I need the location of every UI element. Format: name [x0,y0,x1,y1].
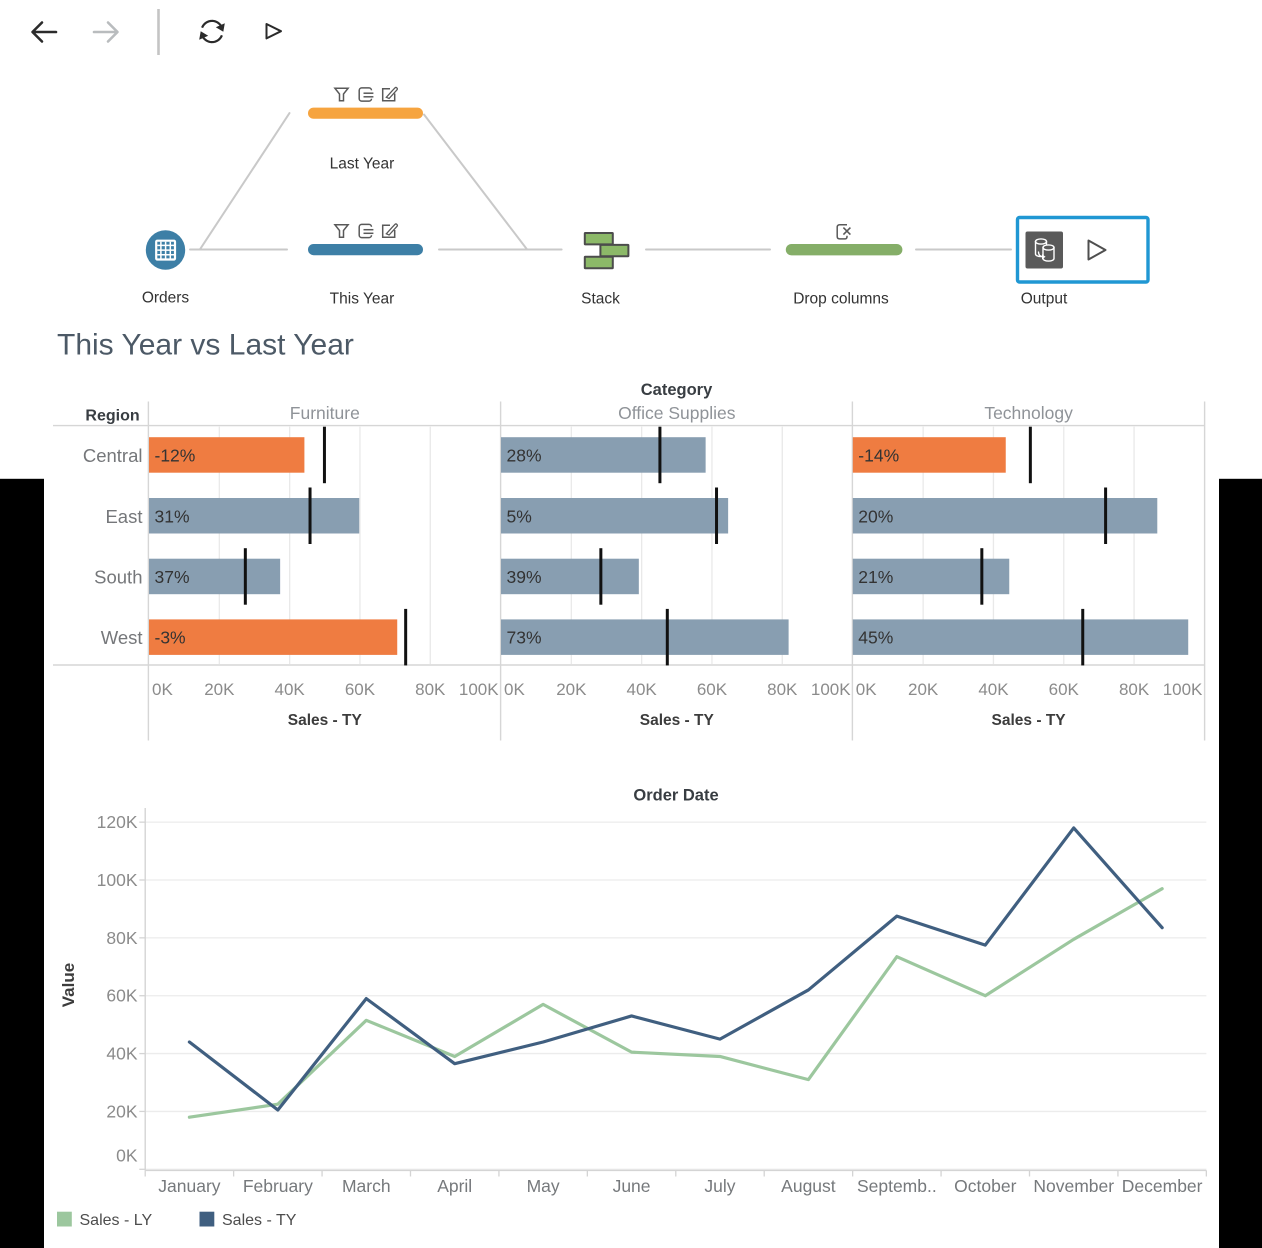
svg-text:Central: Central [83,445,143,466]
svg-text:Value: Value [59,963,78,1007]
svg-text:80K: 80K [767,680,798,699]
svg-text:December: December [1122,1176,1203,1196]
svg-text:January: January [158,1176,221,1196]
svg-text:60K: 60K [697,680,728,699]
svg-text:60K: 60K [1049,680,1080,699]
svg-text:0K: 0K [856,680,877,699]
svg-text:West: West [101,627,143,648]
svg-text:60K: 60K [345,680,376,699]
svg-text:This Year vs Last Year: This Year vs Last Year [57,329,354,362]
svg-text:This Year: This Year [330,291,395,308]
svg-text:Output: Output [1021,291,1068,308]
svg-text:Last Year: Last Year [330,156,395,173]
svg-text:Category: Category [641,381,713,399]
svg-text:Sales - TY: Sales - TY [222,1212,297,1229]
svg-text:Office Supplies: Office Supplies [618,403,736,423]
svg-text:Order Date: Order Date [633,787,718,805]
svg-text:Technology: Technology [984,403,1073,423]
svg-text:Stack: Stack [581,291,620,308]
svg-text:0K: 0K [116,1145,138,1165]
svg-text:Sales - LY: Sales - LY [80,1212,153,1229]
svg-text:0K: 0K [152,680,173,699]
svg-text:March: March [342,1176,391,1196]
svg-text:100K: 100K [97,870,138,890]
svg-text:Sales - TY: Sales - TY [640,712,715,729]
svg-text:100K: 100K [1163,680,1203,699]
svg-text:100K: 100K [811,680,851,699]
svg-text:40K: 40K [275,680,306,699]
svg-text:80K: 80K [415,680,446,699]
svg-text:40K: 40K [627,680,658,699]
svg-text:-14%: -14% [858,445,899,465]
svg-text:-3%: -3% [155,628,186,648]
svg-text:Sales - TY: Sales - TY [992,712,1067,729]
svg-text:73%: 73% [507,628,542,648]
svg-text:28%: 28% [507,445,542,465]
svg-text:20K: 20K [106,1101,137,1121]
svg-text:Sales - TY: Sales - TY [288,712,363,729]
svg-text:July: July [704,1176,735,1196]
svg-text:80K: 80K [1119,680,1150,699]
svg-text:40K: 40K [106,1044,137,1064]
svg-text:100K: 100K [459,680,499,699]
svg-text:20K: 20K [908,680,939,699]
svg-text:31%: 31% [155,506,190,526]
svg-text:21%: 21% [858,567,893,587]
svg-text:June: June [613,1176,651,1196]
svg-text:East: East [105,506,142,527]
svg-text:37%: 37% [155,567,190,587]
svg-text:20%: 20% [858,506,893,526]
svg-text:Septemb..: Septemb.. [857,1176,937,1196]
svg-text:October: October [954,1176,1016,1196]
svg-text:0K: 0K [504,680,525,699]
svg-text:39%: 39% [507,567,542,587]
svg-text:November: November [1033,1176,1114,1196]
svg-text:Drop columns: Drop columns [793,291,889,308]
svg-text:40K: 40K [978,680,1009,699]
svg-text:5%: 5% [507,506,532,526]
svg-text:May: May [527,1176,560,1196]
svg-text:Orders: Orders [142,290,190,307]
svg-text:60K: 60K [106,986,137,1006]
svg-text:Furniture: Furniture [290,403,360,423]
svg-text:20K: 20K [556,680,587,699]
svg-text:-12%: -12% [155,445,196,465]
svg-text:120K: 120K [97,812,138,832]
svg-text:February: February [243,1176,313,1196]
svg-text:August: August [781,1176,836,1196]
svg-text:Region: Region [85,408,139,425]
svg-text:April: April [437,1176,472,1196]
svg-text:South: South [94,566,142,587]
svg-text:20K: 20K [204,680,235,699]
svg-text:80K: 80K [106,928,137,948]
svg-text:45%: 45% [858,628,893,648]
